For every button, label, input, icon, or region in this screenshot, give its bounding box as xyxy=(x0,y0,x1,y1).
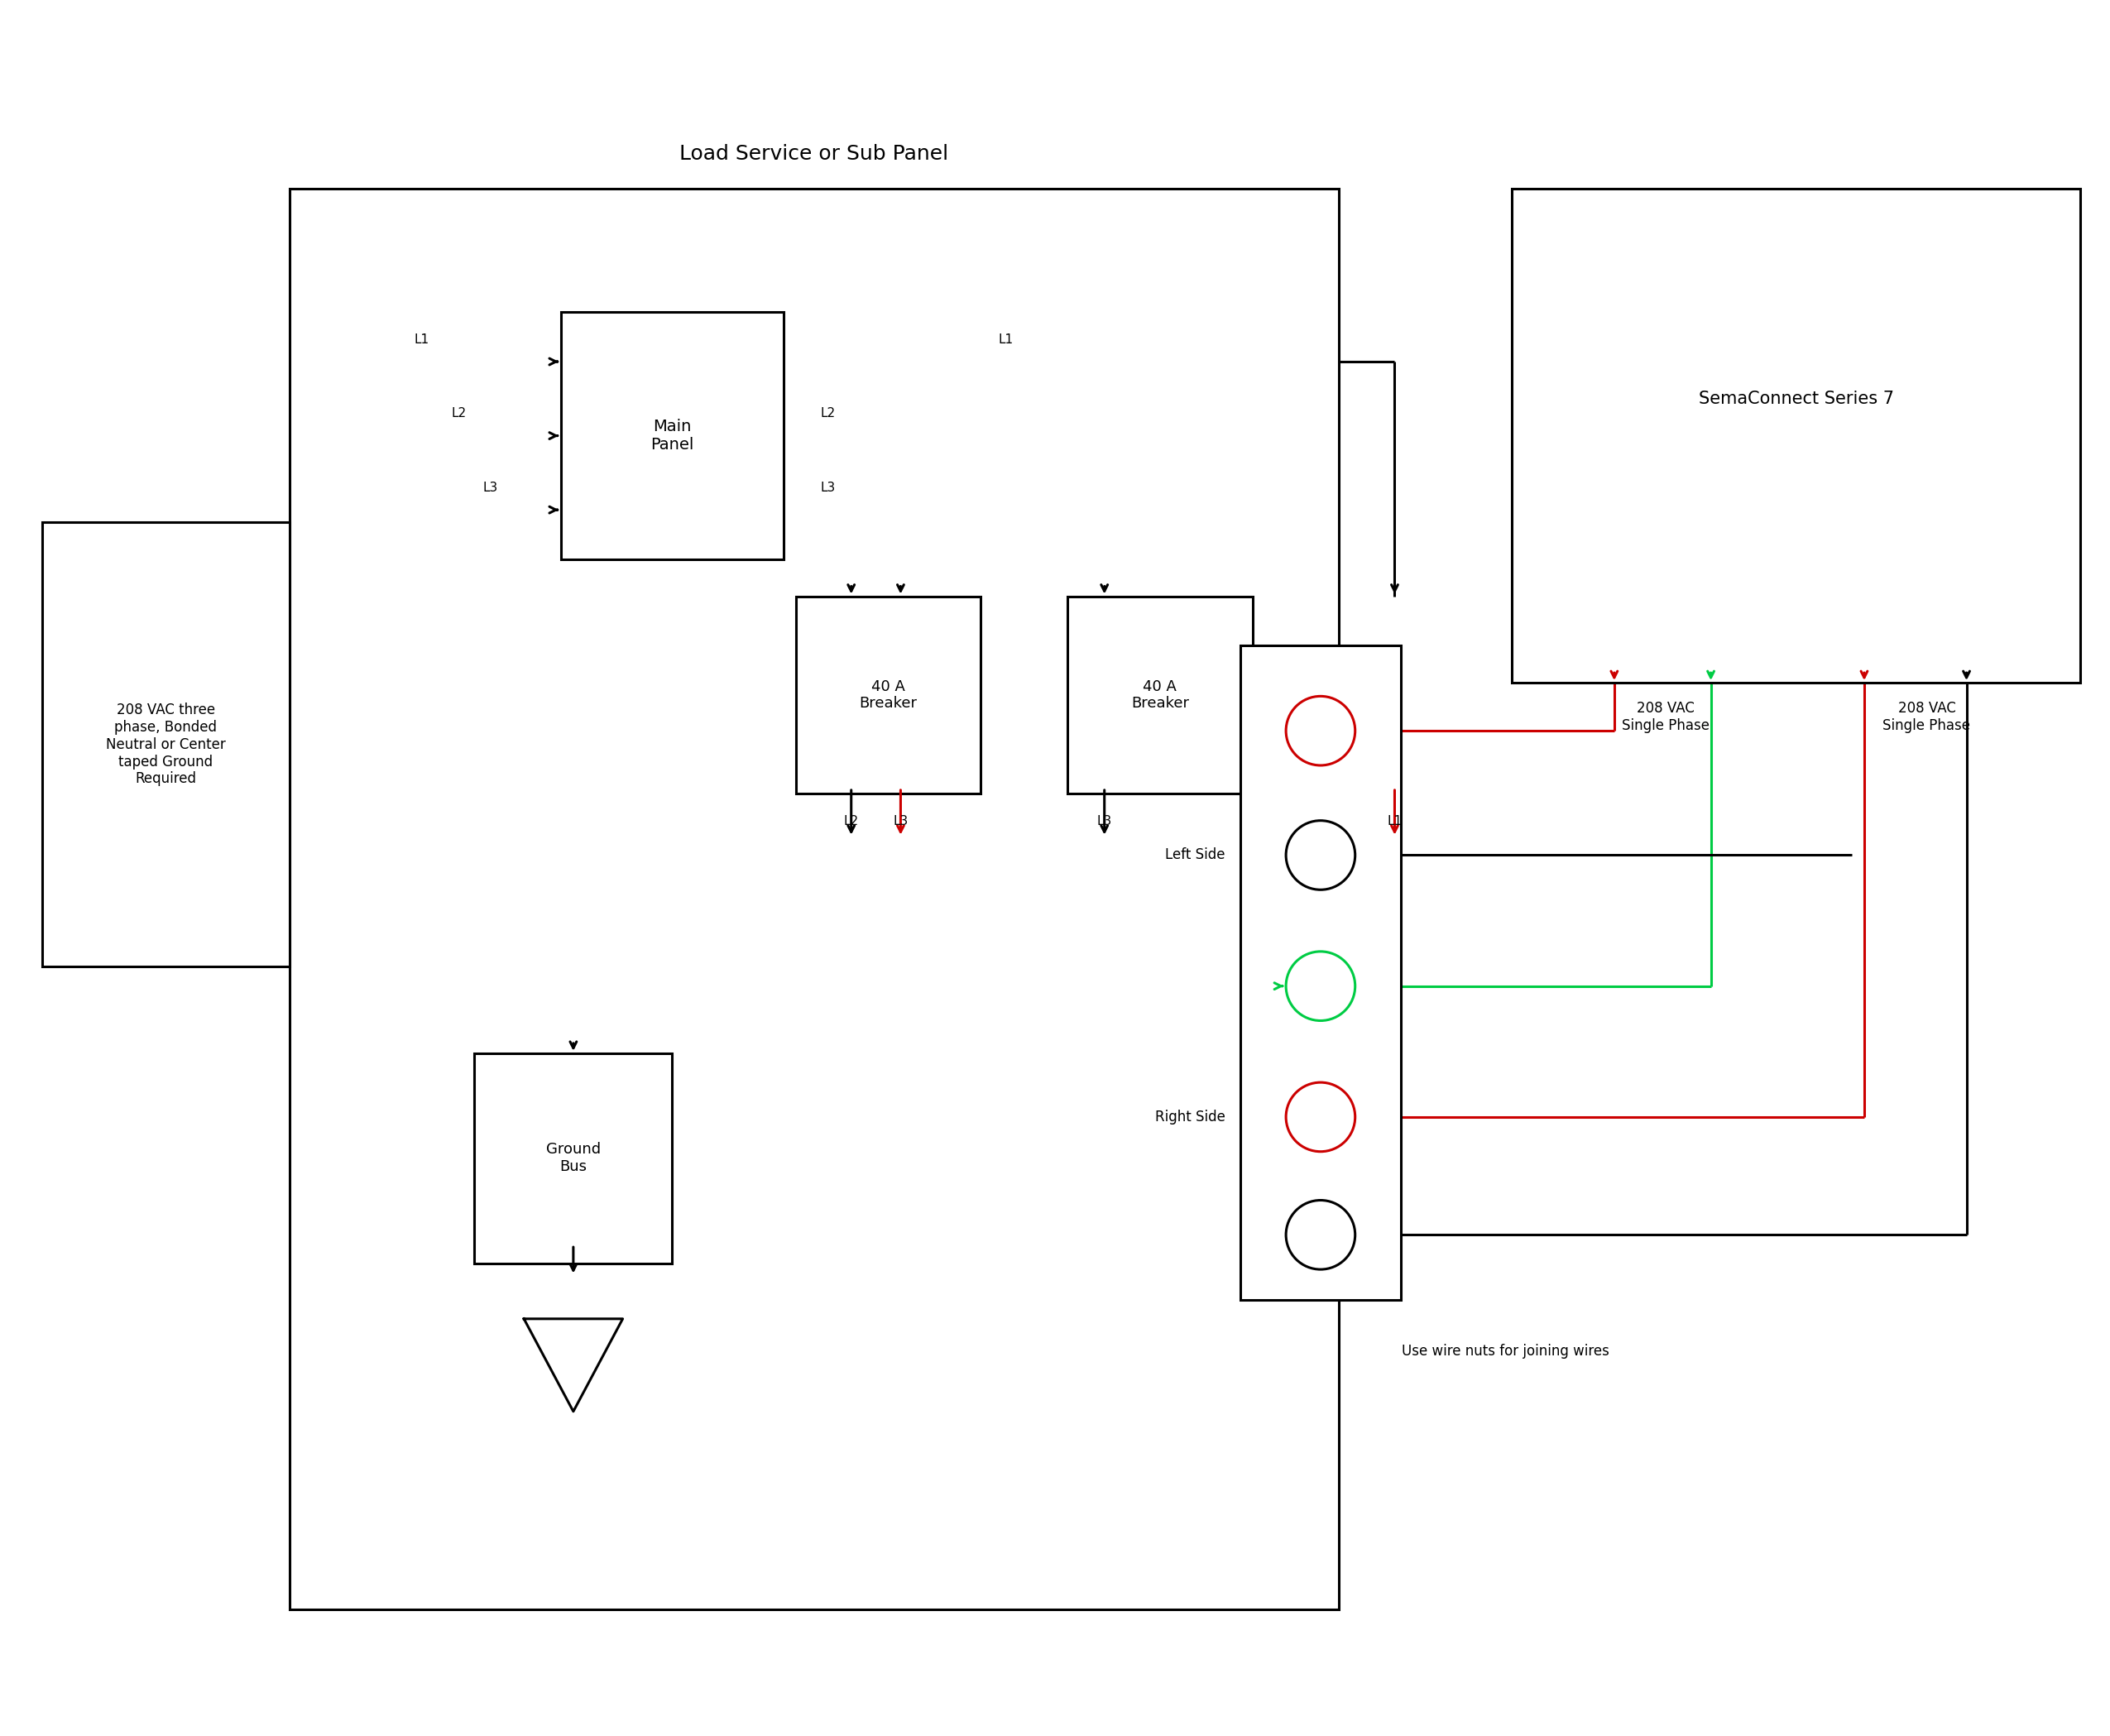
Text: Right Side: Right Side xyxy=(1154,1109,1226,1125)
Text: L1: L1 xyxy=(998,333,1013,345)
Text: L3: L3 xyxy=(483,481,498,493)
Text: Use wire nuts for joining wires: Use wire nuts for joining wires xyxy=(1401,1344,1610,1358)
Text: L3: L3 xyxy=(893,814,907,828)
Text: 208 VAC
Single Phase: 208 VAC Single Phase xyxy=(1882,701,1971,733)
Text: 40 A
Breaker: 40 A Breaker xyxy=(859,679,918,712)
Text: L3: L3 xyxy=(1097,814,1112,828)
Bar xyxy=(289,189,1340,1609)
Bar xyxy=(795,595,981,793)
Circle shape xyxy=(1285,951,1355,1021)
Text: SemaConnect Series 7: SemaConnect Series 7 xyxy=(1699,391,1893,406)
Text: L2: L2 xyxy=(821,408,836,420)
Text: L1: L1 xyxy=(414,333,430,345)
Bar xyxy=(1241,646,1401,1300)
Bar xyxy=(1068,595,1253,793)
Bar xyxy=(1513,189,2080,682)
Circle shape xyxy=(1285,1083,1355,1151)
Polygon shape xyxy=(523,1319,622,1411)
Circle shape xyxy=(1285,696,1355,766)
Bar xyxy=(561,312,783,559)
Text: Left Side: Left Side xyxy=(1165,847,1226,863)
Text: Main
Panel: Main Panel xyxy=(650,418,694,453)
Text: 208 VAC three
phase, Bonded
Neutral or Center
taped Ground
Required: 208 VAC three phase, Bonded Neutral or C… xyxy=(106,703,226,786)
Text: L2: L2 xyxy=(844,814,859,828)
Text: L1: L1 xyxy=(1386,814,1403,828)
Text: L2: L2 xyxy=(452,408,466,420)
Bar xyxy=(475,1054,673,1264)
Text: L3: L3 xyxy=(821,481,836,493)
Circle shape xyxy=(1285,1200,1355,1269)
Text: Ground
Bus: Ground Bus xyxy=(546,1142,601,1174)
Text: 40 A
Breaker: 40 A Breaker xyxy=(1131,679,1188,712)
Text: 208 VAC
Single Phase: 208 VAC Single Phase xyxy=(1620,701,1709,733)
Circle shape xyxy=(1285,821,1355,891)
Text: Load Service or Sub Panel: Load Service or Sub Panel xyxy=(679,144,949,165)
Bar xyxy=(42,523,289,967)
